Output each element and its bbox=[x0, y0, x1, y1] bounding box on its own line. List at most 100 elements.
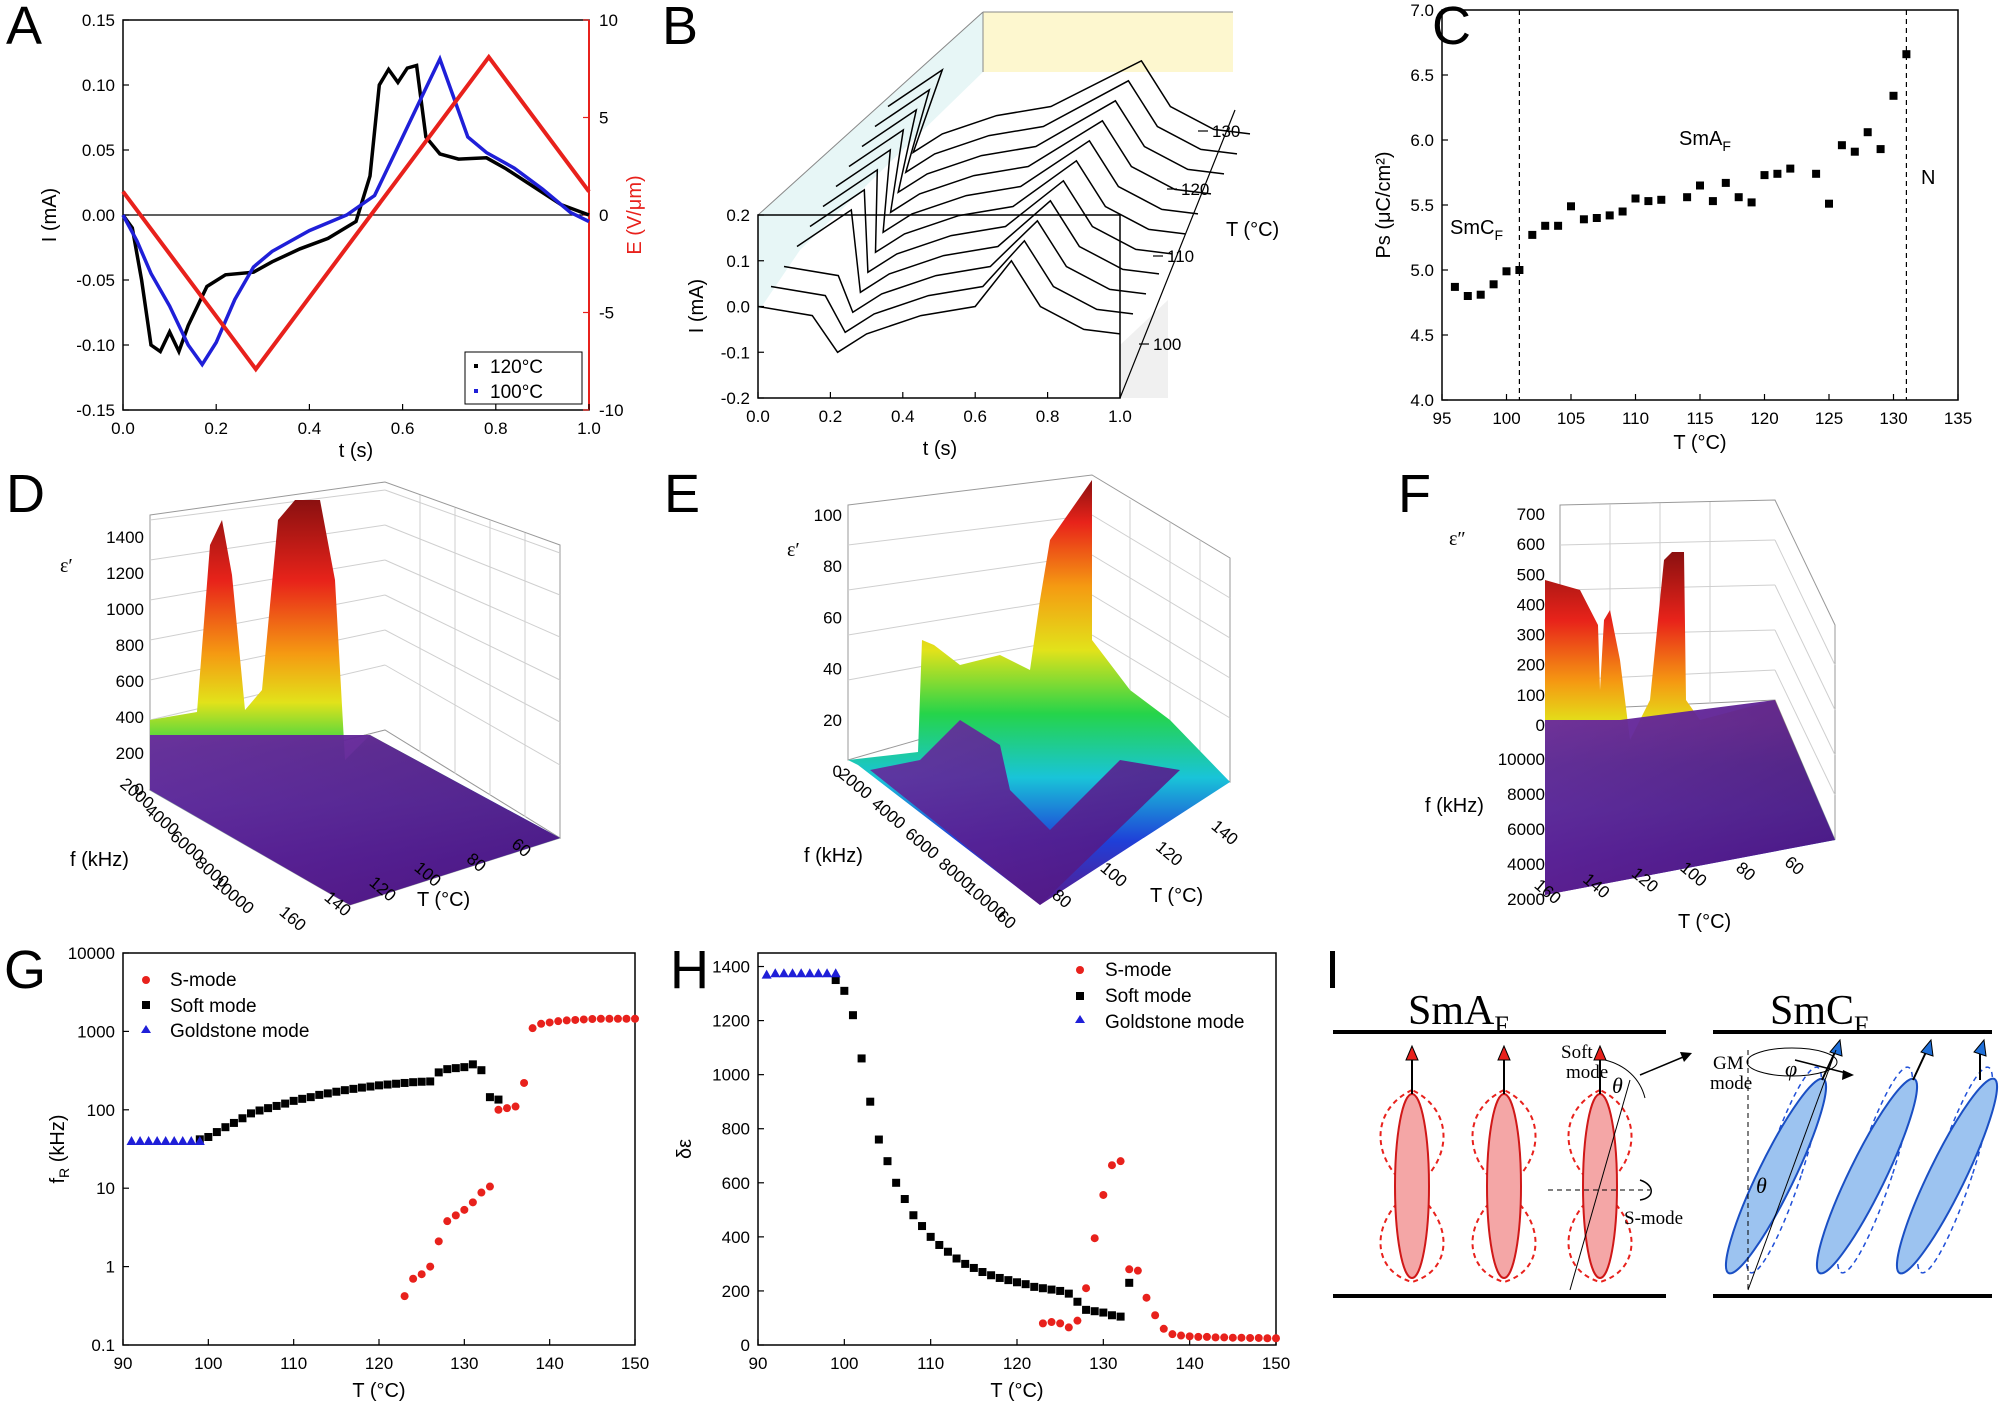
ttick-label-d: 160 bbox=[276, 902, 310, 935]
data-point-h-goldstone bbox=[761, 969, 772, 979]
ztick-label-f2: 10000 bbox=[1498, 750, 1545, 769]
data-point-g-smode bbox=[451, 1211, 460, 1220]
legend-label-h-gold: Goldstone mode bbox=[1105, 1012, 1244, 1033]
data-point-g-soft bbox=[204, 1132, 213, 1141]
data-point-g-soft bbox=[409, 1078, 418, 1087]
data-point-h-soft bbox=[883, 1157, 892, 1166]
series-line-a-100 bbox=[121, 54, 590, 368]
data-point-c bbox=[1631, 194, 1640, 203]
theta-label-smc: θ bbox=[1756, 1173, 1767, 1198]
data-point-h-soft bbox=[918, 1222, 927, 1231]
ztick-label-e: 20 bbox=[823, 711, 842, 730]
gm-label-1: GM bbox=[1713, 1053, 1744, 1074]
data-point-g-goldstone bbox=[126, 1135, 137, 1145]
xtick-label-g: 110 bbox=[280, 1354, 307, 1373]
data-point-h-smode bbox=[1056, 1319, 1065, 1328]
xtick-label-a: 1.0 bbox=[577, 419, 601, 438]
data-point-g-soft bbox=[238, 1114, 247, 1123]
data-point-g-smode bbox=[434, 1237, 443, 1246]
data-point-h-goldstone bbox=[770, 968, 781, 978]
data-point-g-soft bbox=[315, 1090, 324, 1099]
ytick-label-h: 1200 bbox=[712, 1012, 750, 1031]
sma-molecules: Soft mode θ S-mode bbox=[1379, 1042, 1692, 1291]
waterfall-trace-b bbox=[809, 179, 1173, 274]
data-point-g-soft bbox=[383, 1080, 392, 1089]
surface-box-d bbox=[148, 481, 562, 906]
data-point-h-soft bbox=[1116, 1312, 1125, 1321]
data-point-g-smode bbox=[571, 1015, 580, 1024]
surface-box-f bbox=[1545, 499, 1836, 895]
data-point-c bbox=[1889, 91, 1898, 100]
data-point-h-soft bbox=[1056, 1286, 1065, 1295]
legend-label-h-smode: S-mode bbox=[1105, 960, 1172, 981]
sma-molecule-2 bbox=[1471, 1044, 1537, 1284]
phase-label-sma: SmAF bbox=[1679, 128, 1731, 154]
ytick-label-g: 10 bbox=[96, 1179, 115, 1198]
data-point-c bbox=[1902, 50, 1911, 59]
s-mode-label: S-mode bbox=[1624, 1208, 1683, 1229]
ytick-label-g: 100 bbox=[87, 1101, 115, 1120]
panel-d: D 02004006008001000120014002000400060008… bbox=[6, 464, 562, 935]
data-point-h-goldstone bbox=[813, 968, 824, 978]
ylabel-c: Ps (μC/cm²) bbox=[1373, 151, 1395, 258]
data-point-g-soft bbox=[468, 1060, 477, 1069]
data-point-h-soft bbox=[935, 1240, 944, 1249]
data-point-g-soft bbox=[349, 1084, 358, 1093]
panel-g: G 90 100 110 120 130 140 1500.1110100100010000… bbox=[4, 940, 649, 1402]
data-point-h-soft bbox=[848, 1011, 857, 1020]
data-point-g-soft bbox=[298, 1094, 307, 1103]
data-point-g-soft bbox=[281, 1099, 290, 1108]
data-point-g-soft bbox=[323, 1089, 332, 1098]
floor-b bbox=[1120, 300, 1168, 398]
ttick-label-e: 120 bbox=[1152, 837, 1186, 870]
ytick-label-c: 5.5 bbox=[1410, 196, 1434, 215]
xtick-label-g: 130 bbox=[450, 1354, 478, 1373]
data-point-h-soft bbox=[995, 1273, 1004, 1282]
ztick-label-f: 100 bbox=[1517, 686, 1545, 705]
xtick-label-a: 0.2 bbox=[204, 419, 228, 438]
data-point-g-smode bbox=[562, 1016, 571, 1025]
surface-floor-e bbox=[870, 720, 1180, 905]
data-point-g-smode bbox=[443, 1217, 452, 1226]
ylabel-left-a: I (mA) bbox=[39, 188, 61, 242]
ytick-label-c: 4.5 bbox=[1410, 326, 1434, 345]
ztick-label-e: 0 bbox=[833, 762, 842, 781]
data-point-h-soft bbox=[900, 1195, 909, 1204]
data-point-h-goldstone bbox=[778, 968, 789, 978]
data-point-g-goldstone bbox=[143, 1135, 154, 1145]
xtick-label-b: 0.8 bbox=[1036, 407, 1060, 426]
legend-marker-g-smode bbox=[142, 976, 150, 984]
waterfall-trace-b bbox=[770, 239, 1134, 334]
xlabel-b: t (s) bbox=[923, 438, 957, 460]
data-point-g-soft bbox=[434, 1068, 443, 1077]
legend-g: S-mode Soft mode Goldstone mode bbox=[141, 970, 309, 1042]
data-point-h-smode bbox=[1194, 1332, 1203, 1341]
data-point-g-soft bbox=[332, 1087, 341, 1096]
data-point-c bbox=[1837, 141, 1846, 150]
ytick-right-label-a: 5 bbox=[599, 109, 608, 128]
ytick-label-c: 7.0 bbox=[1410, 1, 1434, 20]
sma-molecule-1 bbox=[1379, 1044, 1445, 1284]
series-c bbox=[1450, 10, 1911, 400]
theta-label-sma: θ bbox=[1612, 1073, 1623, 1098]
ztick-label-f: 200 bbox=[1517, 656, 1545, 675]
data-point-h-soft bbox=[1073, 1297, 1082, 1306]
data-point-h-smode bbox=[1099, 1190, 1108, 1199]
xtick-label-a: 0.0 bbox=[111, 419, 135, 438]
ytick-right-label-a: -10 bbox=[599, 401, 624, 420]
data-point-h-soft bbox=[926, 1232, 935, 1241]
ytick-label-c: 5.0 bbox=[1410, 261, 1434, 280]
waterfall-trace-b bbox=[822, 159, 1186, 254]
data-point-c bbox=[1592, 214, 1601, 222]
ticks-c: 95 100 105 110 115 120 125 130 135 4.0 4.5 5.0 5.5 6.… bbox=[1410, 1, 1972, 428]
data-point-c bbox=[1502, 267, 1511, 276]
data-point-c bbox=[1657, 195, 1666, 204]
ytick-label-h: 200 bbox=[722, 1282, 750, 1301]
back-wall-b bbox=[983, 12, 1233, 72]
data-point-h-smode bbox=[1220, 1333, 1229, 1342]
panel-letter-d: D bbox=[6, 464, 45, 524]
ticks-a: 0.0 0.2 0.4 0.6 0.8 1.0 -0.15 -0.10 -0.05 0.00 0.0… bbox=[76, 11, 623, 438]
panel-letter-b: B bbox=[662, 0, 698, 56]
xtick-label-b: 1.0 bbox=[1108, 407, 1132, 426]
